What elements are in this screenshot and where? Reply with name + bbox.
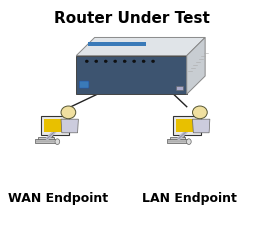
FancyBboxPatch shape [41, 116, 69, 135]
Circle shape [142, 60, 145, 63]
Circle shape [95, 60, 98, 63]
Ellipse shape [186, 139, 191, 144]
Circle shape [193, 106, 207, 119]
Polygon shape [187, 37, 205, 94]
FancyBboxPatch shape [173, 116, 201, 135]
FancyBboxPatch shape [176, 86, 183, 90]
Circle shape [114, 60, 117, 63]
FancyBboxPatch shape [38, 137, 54, 140]
Text: LAN Endpoint: LAN Endpoint [142, 192, 237, 205]
Circle shape [85, 60, 88, 63]
Polygon shape [61, 119, 78, 133]
FancyBboxPatch shape [176, 119, 198, 132]
Ellipse shape [55, 139, 60, 144]
FancyBboxPatch shape [35, 139, 55, 143]
Text: Router Under Test: Router Under Test [54, 11, 209, 26]
Text: WAN Endpoint: WAN Endpoint [8, 192, 108, 205]
Circle shape [61, 106, 76, 119]
Polygon shape [193, 119, 210, 133]
FancyBboxPatch shape [79, 81, 89, 88]
Polygon shape [76, 37, 205, 56]
Circle shape [104, 60, 107, 63]
FancyBboxPatch shape [44, 119, 66, 132]
Circle shape [151, 60, 155, 63]
Circle shape [123, 60, 126, 63]
Polygon shape [76, 56, 187, 94]
FancyBboxPatch shape [170, 137, 185, 140]
Circle shape [133, 60, 136, 63]
Polygon shape [88, 42, 146, 46]
FancyBboxPatch shape [167, 139, 187, 143]
